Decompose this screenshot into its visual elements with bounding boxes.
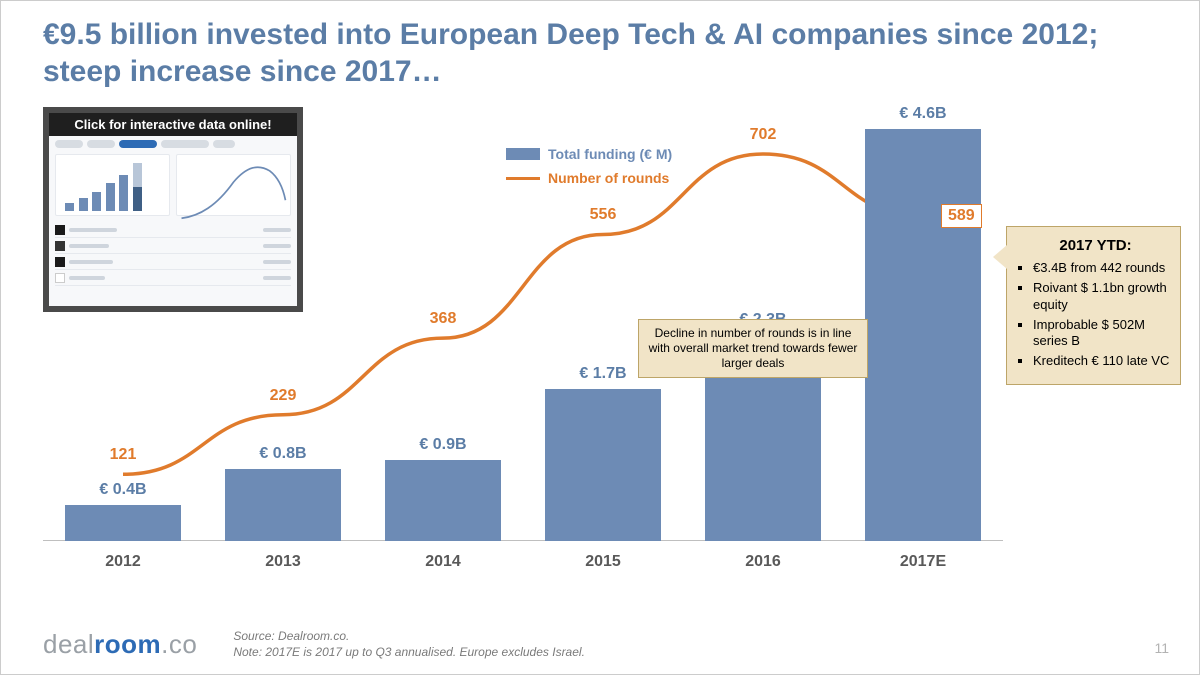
callout-list: €3.4B from 442 rounds Roivant $ 1.1bn gro…	[1019, 260, 1172, 370]
source-line-1: Source: Dealroom.co.	[233, 628, 585, 644]
dealroom-logo: dealroom.co	[43, 629, 197, 660]
x-axis-label: 2016	[705, 553, 820, 571]
bar-value-label: € 0.4B	[65, 481, 180, 499]
slide: €9.5 billion invested into European Deep…	[0, 0, 1200, 675]
callout-item: €3.4B from 442 rounds	[1033, 260, 1172, 276]
bar	[545, 389, 660, 541]
bar	[865, 129, 980, 541]
line-value-box: 589	[941, 204, 982, 228]
decline-note: Decline in number of rounds is in line w…	[638, 319, 868, 378]
line-value-label: 368	[415, 310, 471, 328]
x-axis-label: 2017E	[865, 553, 980, 571]
decline-note-text: Decline in number of rounds is in line w…	[649, 326, 858, 370]
bar-value-label: € 0.9B	[385, 436, 500, 454]
x-axis-label: 2015	[545, 553, 660, 571]
bar	[385, 460, 500, 541]
page-number: 11	[1154, 640, 1169, 656]
line-value-label: 556	[575, 206, 631, 224]
bar-value-label: € 4.6B	[865, 105, 980, 123]
source-line-2: Note: 2017E is 2017 up to Q3 annualised.…	[233, 644, 585, 660]
slide-title: €9.5 billion invested into European Deep…	[43, 17, 1153, 90]
bar	[225, 469, 340, 541]
callout-item: Improbable $ 502M series B	[1033, 317, 1172, 350]
x-axis-label: 2013	[225, 553, 340, 571]
x-axis-label: 2012	[65, 553, 180, 571]
ytd-callout: 2017 YTD: €3.4B from 442 rounds Roivant $…	[1006, 226, 1181, 385]
bar	[65, 505, 180, 541]
callout-item: Kreditech € 110 late VC	[1033, 353, 1172, 369]
line-value-label: 229	[255, 387, 311, 405]
x-axis-label: 2014	[385, 553, 500, 571]
slide-footer: dealroom.co Source: Dealroom.co. Note: 2…	[43, 628, 585, 660]
callout-heading: 2017 YTD:	[1019, 237, 1172, 254]
line-value-label: 121	[95, 446, 151, 464]
line-value-label: 702	[735, 126, 791, 144]
callout-pointer-icon	[993, 245, 1007, 269]
callout-item: Roivant $ 1.1bn growth equity	[1033, 280, 1172, 313]
source-note: Source: Dealroom.co. Note: 2017E is 2017…	[233, 628, 585, 660]
bar-value-label: € 0.8B	[225, 445, 340, 463]
